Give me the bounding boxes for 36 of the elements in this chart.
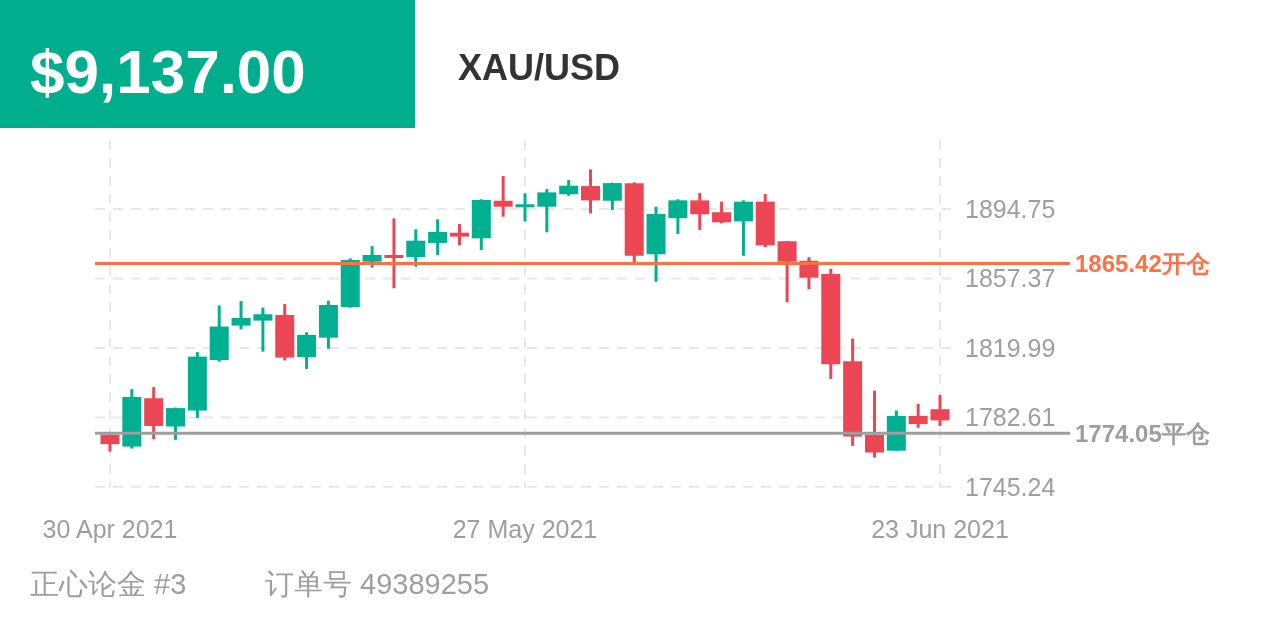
chart-title: XAU/USD [458,47,621,88]
candlestick [384,218,404,289]
candlestick [493,176,513,217]
candlestick [166,407,186,440]
candlestick [406,229,426,267]
candlestick [297,332,317,369]
y-tick-label: 1819.99 [965,333,1056,362]
candlestick [668,199,688,235]
candlestick [581,169,601,214]
y-tick-label: 1745.24 [965,472,1056,501]
candlestick [602,182,622,212]
candlestick [777,239,797,304]
y-tick-label: 1782.61 [965,403,1056,432]
candlestick [537,189,557,233]
candlestick [231,301,251,330]
x-tick-label: 23 Jun 2021 [871,515,1009,543]
candlestick [930,393,950,426]
candlestick [712,201,732,225]
chart-subtitle: $9,137.00 [30,37,306,106]
candlestick [908,402,928,428]
candlestick [515,193,535,222]
text: 正心论金 #3 [30,568,187,600]
x-tick-label: 27 May 2021 [452,515,598,543]
y-tick-label: 1894.75 [965,194,1056,223]
text: 订单号 49389255 [265,568,490,600]
candlestick [864,390,884,458]
candlestick [690,191,710,230]
x-tick-label: 30 Apr 2021 [42,515,178,543]
ref-line-label: 1865.42开仓 [1075,249,1211,277]
y-tick-label: 1857.37 [965,264,1056,293]
candlestick [362,246,382,268]
candlestick [449,223,469,246]
candlestick [253,307,273,352]
candlestick [733,200,753,256]
candlestick [428,219,448,256]
ref-line-label: 1774.05平仓 [1075,419,1211,447]
